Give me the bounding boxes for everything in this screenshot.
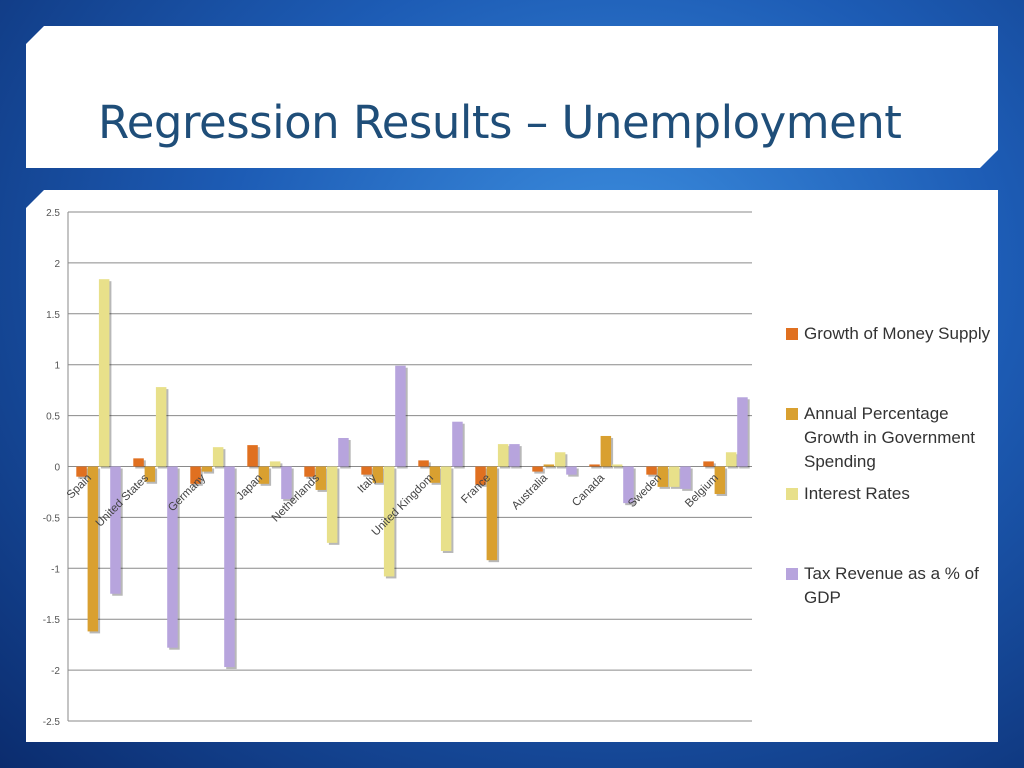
y-tick-label: -2 xyxy=(51,666,60,677)
legend-label: Interest Rates xyxy=(804,484,910,503)
y-tick-label: -1 xyxy=(51,564,60,575)
bar xyxy=(87,466,99,632)
y-tick-label: 2.5 xyxy=(46,208,60,219)
bar xyxy=(372,466,384,483)
bar xyxy=(133,458,144,467)
bar-shadow xyxy=(613,466,625,469)
y-tick-label: 1.5 xyxy=(46,310,60,321)
slide-title: Regression Results – Unemployment xyxy=(98,96,902,149)
legend-label: Growth of Money Supply xyxy=(804,324,991,343)
y-tick-label: -0.5 xyxy=(43,513,61,524)
bar xyxy=(680,466,691,489)
legend-swatch xyxy=(786,408,798,420)
bar xyxy=(247,445,258,467)
y-tick-label: 0 xyxy=(54,463,60,474)
bar xyxy=(668,466,680,487)
bar xyxy=(269,461,281,467)
bar xyxy=(76,466,87,477)
y-tick-label: -1.5 xyxy=(43,615,61,626)
bar xyxy=(144,466,156,482)
legend-swatch xyxy=(786,328,798,340)
bar xyxy=(543,464,555,467)
category-label: Netherlands xyxy=(270,472,323,525)
bar xyxy=(714,466,726,494)
y-tick-label: -2.5 xyxy=(43,717,61,728)
bar xyxy=(395,365,406,467)
bar xyxy=(361,466,372,475)
bar-shadow xyxy=(591,466,602,469)
bar xyxy=(98,279,110,467)
bar-chart: 2.521.510.50-0.5-1-1.5-2-2.5 Spain United… xyxy=(43,208,752,728)
bar xyxy=(703,461,714,467)
bar xyxy=(155,387,167,467)
bar xyxy=(497,444,509,467)
y-tick-label: 1 xyxy=(54,361,60,372)
y-tick-label: 2 xyxy=(54,259,60,270)
chart-panel: 2.5 2 1.5 1 0.5 0 -0.5 -1 -1.5 -2 -2.5 Spain United… xyxy=(26,190,998,742)
bar xyxy=(429,466,441,483)
bar xyxy=(212,447,224,467)
bar xyxy=(281,466,292,500)
bar xyxy=(600,435,612,467)
bar xyxy=(383,466,395,577)
bar xyxy=(190,466,201,484)
bar xyxy=(611,464,623,467)
bar xyxy=(224,466,235,668)
bar xyxy=(623,466,634,504)
bar xyxy=(532,466,543,472)
legend-swatch xyxy=(786,568,798,580)
y-tick-label: 0.5 xyxy=(46,412,60,423)
bar-shadow xyxy=(545,466,557,469)
bar xyxy=(725,452,737,467)
bar xyxy=(737,397,748,467)
bar xyxy=(418,460,429,467)
bar xyxy=(110,466,121,594)
legend-label: Tax Revenue as a % of GDP xyxy=(804,564,979,607)
bar xyxy=(646,466,657,475)
bar xyxy=(440,466,452,551)
category-label: Japan xyxy=(234,472,265,503)
bar xyxy=(589,464,600,467)
bar xyxy=(509,444,520,467)
bar xyxy=(475,466,486,485)
bar xyxy=(315,466,327,490)
bar xyxy=(452,421,463,467)
title-panel: Regression Results – Unemployment xyxy=(26,26,998,168)
bar xyxy=(554,452,566,467)
bar xyxy=(167,466,178,648)
bar xyxy=(566,466,577,475)
grid-lines: 2.5 2 1.5 1 0.5 0 -0.5 -1 -1.5 -2 -2.5 xyxy=(43,208,752,728)
bar xyxy=(201,466,213,472)
bar xyxy=(258,466,270,484)
bar xyxy=(486,466,498,561)
bars xyxy=(76,279,750,670)
bar xyxy=(338,437,349,467)
bar xyxy=(304,466,315,477)
bar xyxy=(657,466,669,487)
legend-label: Annual Percentage Growth in Government S… xyxy=(804,404,976,471)
category-label: Australia xyxy=(510,472,551,513)
legend-swatch xyxy=(786,488,798,500)
category-label: Canada xyxy=(570,472,607,509)
bar xyxy=(326,466,338,543)
